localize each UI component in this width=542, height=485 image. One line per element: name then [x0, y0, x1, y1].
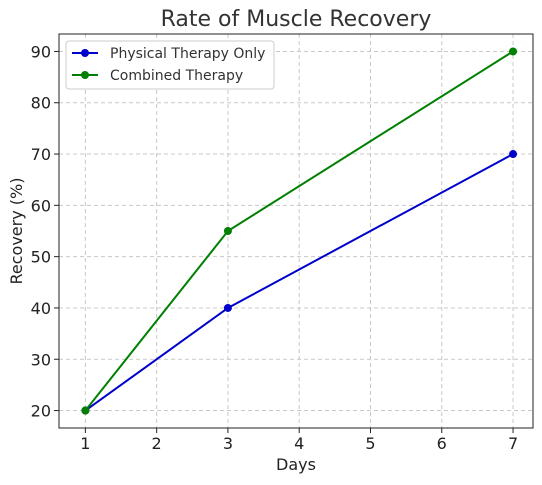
legend-label-physical-therapy-only: Physical Therapy Only: [110, 46, 265, 62]
plot-frame: [58, 33, 534, 429]
x-tick-label: 3: [223, 434, 233, 453]
y-axis-label: Recovery (%): [7, 178, 26, 285]
y-tick-label: 90: [31, 42, 51, 61]
x-tick-label: 1: [80, 434, 90, 453]
data-point-physical-therapy-only: [509, 150, 518, 159]
x-tick-label: 2: [152, 434, 162, 453]
data-point-combined-therapy: [223, 227, 232, 235]
data-point-combined-therapy: [81, 406, 90, 415]
legend: Physical Therapy Only Combined Therapy: [65, 40, 275, 90]
y-axis: 20 30 40 50 60 70 80 90: [31, 42, 59, 421]
x-axis-label: Days: [276, 455, 316, 474]
y-tick-label: 80: [31, 94, 51, 113]
chart-title: Rate of Muscle Recovery: [161, 7, 432, 32]
legend-marker-combined-therapy: [81, 71, 89, 79]
x-axis: 1 2 3 4 5 6 7: [80, 428, 518, 453]
x-tick-label: 6: [437, 434, 447, 453]
x-tick-label: 5: [365, 434, 375, 453]
x-tick-label: 4: [294, 434, 304, 453]
series-layer: [81, 47, 518, 415]
data-point-physical-therapy-only: [223, 303, 232, 312]
y-tick-label: 70: [31, 145, 51, 164]
x-tick-label: 7: [508, 434, 518, 453]
y-tick-label: 50: [31, 248, 51, 267]
grid: [59, 34, 533, 428]
data-point-combined-therapy: [509, 47, 518, 56]
y-tick-label: 40: [31, 299, 51, 318]
legend-box: [65, 40, 275, 90]
y-tick-label: 30: [31, 350, 51, 369]
y-tick-label: 60: [31, 196, 51, 215]
legend-marker-physical-therapy-only: [81, 49, 89, 57]
y-tick-label: 20: [31, 402, 51, 421]
legend-label-combined-therapy: Combined Therapy: [110, 68, 243, 84]
